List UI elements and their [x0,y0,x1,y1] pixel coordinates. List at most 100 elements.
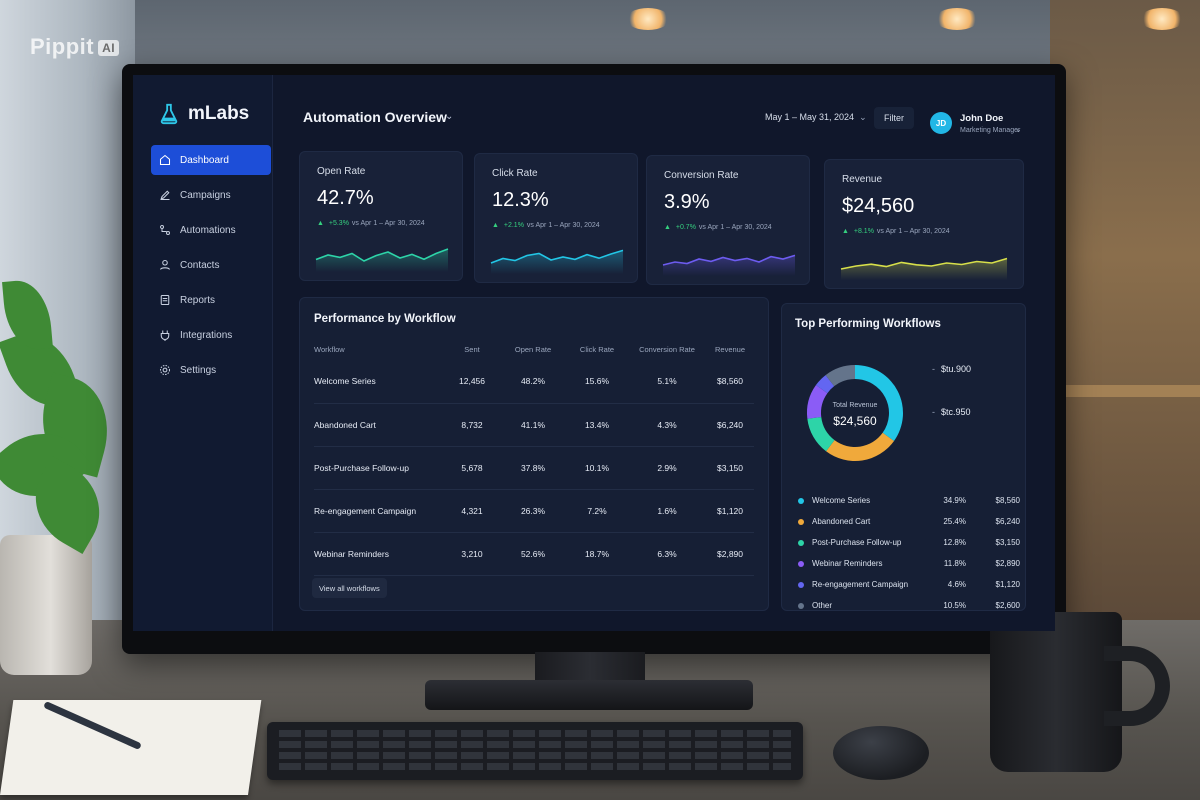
legend-amount: $2,600 [995,601,1020,610]
legend-amount: $2,890 [995,559,1020,568]
view-all-workflows-button[interactable]: View all workflows [312,578,387,598]
legend-item[interactable]: Abandoned Cart 25.4% $6,240 [798,511,1020,532]
legend-item[interactable]: Webinar Reminders 11.8% $2,890 [798,553,1020,574]
table-cell: Post-Purchase Follow-up [314,446,444,490]
sidebar-item-dashboard[interactable]: Dashboard [151,145,271,175]
plug-icon [160,330,170,341]
legend-label: Welcome Series [812,496,871,505]
table-cell: $2,890 [706,532,754,576]
kpi-card-conversion-rate[interactable]: Conversion Rate 3.9% ▲ +0.7% vs Apr 1 – Apr… [646,155,810,285]
ceiling-lamp [1140,8,1184,30]
donut-slice[interactable] [815,375,835,394]
kpi-delta: ▲ +0.7% vs Apr 1 – Apr 30, 2024 [664,224,772,231]
column-header[interactable]: Sent [464,344,480,354]
chevron-down-icon[interactable]: ⌄ [1015,125,1022,134]
chevron-down-icon[interactable]: ⌄ [445,111,454,122]
top-workflows-panel: Top Performing Workflows Total Revenue $… [781,303,1026,611]
trend-up-icon: ▲ [317,220,326,227]
legend-percent: 25.4% [943,517,966,526]
ceiling-lamp [935,8,979,30]
table-cell: 8,732 [444,403,500,447]
sidebar-item-integrations[interactable]: Integrations [151,320,271,350]
kpi-card-revenue[interactable]: Revenue $24,560 ▲ +8.1% vs Apr 1 – Apr 30, … [824,159,1024,289]
table-cell: $3,150 [706,446,754,490]
sparkline-chart [662,254,796,276]
kpi-compare-period: vs Apr 1 – Apr 30, 2024 [876,228,950,235]
table-row[interactable]: Webinar Reminders 3,210 52.6% 18.7% 6.3% $2,8… [314,532,754,576]
table-row[interactable]: Welcome Series 12,456 48.2% 15.6% 5.1% $8,560 [314,360,754,404]
legend-item[interactable]: Other 10.5% $2,600 [798,595,1020,616]
kpi-card-click-rate[interactable]: Click Rate 12.3% ▲ +2.1% vs Apr 1 – Apr 30,… [474,153,638,283]
table-row[interactable]: Post-Purchase Follow-up 5,678 37.8% 10.1% 2.… [314,446,754,490]
sidebar-item-contacts[interactable]: Contacts [151,250,271,280]
sparkline-chart [315,248,449,272]
reports-icon [160,294,170,306]
mouse [833,726,929,780]
edit-icon [160,190,170,201]
sparkline-line [662,254,796,266]
legend-percent: 11.8% [943,559,966,568]
table-cell: 48.2% [500,360,566,404]
app-logo[interactable]: mLabs [158,103,249,125]
table-cell: 2.9% [628,446,706,490]
legend-swatch [798,602,804,609]
sparkline-line [490,249,624,264]
sidebar: mLabs Dashboard Campaigns Automations Conta… [133,75,273,631]
column-header[interactable]: Click Rate [579,344,615,354]
date-range-picker[interactable]: May 1 – May 31, 2024 ⌄ [765,112,867,122]
table-cell: 7.2% [566,489,628,533]
legend-item[interactable]: Welcome Series 34.9% $8,560 [798,490,1020,511]
legend-item[interactable]: Re-engagement Campaign 4.6% $1,120 [798,574,1020,595]
trend-up-icon: ▲ [664,224,673,231]
table-cell: 15.6% [566,360,628,404]
donut-slice[interactable] [855,365,904,441]
sidebar-item-label: Reports [180,294,216,306]
kpi-label: Conversion Rate [664,170,739,181]
panel-title: Top Performing Workflows [795,318,941,330]
filter-button[interactable]: Filter [874,107,914,129]
sidebar-item-campaigns[interactable]: Campaigns [151,180,271,210]
legend-percent: 4.6% [947,580,966,589]
workflow-table: Workflow Sent Open Rate Click Rate Conversio… [314,338,754,576]
donut-slice[interactable] [825,365,855,387]
donut-callout: - $tu.900 [932,364,972,374]
monitor-stand-base [425,680,753,710]
column-header[interactable]: Conversion Rate [639,344,695,354]
sidebar-item-automations[interactable]: Automations [151,215,271,245]
kpi-delta: ▲ +2.1% vs Apr 1 – Apr 30, 2024 [492,222,600,229]
table-row[interactable]: Re-engagement Campaign 4,321 26.3% 7.2% 1.6%… [314,489,754,533]
table-row[interactable]: Abandoned Cart 8,732 41.1% 13.4% 4.3% $6,240 [314,403,754,447]
kpi-compare-period: vs Apr 1 – Apr 30, 2024 [351,220,425,227]
sidebar-item-reports[interactable]: Reports [151,285,271,315]
donut-callout: - $tc.950 [932,407,971,417]
sidebar-item-settings[interactable]: Settings [151,355,271,385]
avatar[interactable]: JD [930,112,952,134]
donut-slice[interactable] [826,432,895,461]
column-header[interactable]: Revenue [714,344,746,354]
page-title[interactable]: Automation Overview [303,109,447,125]
performance-panel: Performance by Workflow Workflow Sent Open… [299,297,769,611]
column-header[interactable]: Open Rate [514,344,552,354]
table-header: Workflow Sent Open Rate Click Rate Conversio… [314,338,754,360]
kpi-label: Revenue [842,174,883,185]
column-header[interactable]: Workflow [314,344,345,354]
table-cell: 1.6% [628,489,706,533]
kpi-label: Open Rate [317,166,366,177]
donut-slice[interactable] [807,417,835,452]
legend-swatch [798,497,804,504]
donut-slice[interactable] [806,385,828,419]
legend-item[interactable]: Post-Purchase Follow-up 12.8% $3,150 [798,532,1020,553]
table-cell: 4.3% [628,403,706,447]
legend-label: Webinar Reminders [812,559,883,568]
table-cell: Abandoned Cart [314,403,444,447]
table-cell: Webinar Reminders [314,532,444,576]
table-cell: 5.1% [628,360,706,404]
user-name[interactable]: John Doe [960,113,1004,124]
user-role: Marketing Manager [960,127,1021,134]
sidebar-item-label: Contacts [180,259,220,271]
kpi-card-open-rate[interactable]: Open Rate 42.7% ▲ +5.3% vs Apr 1 – Apr 30, … [299,151,463,281]
home-icon [159,154,171,166]
kpi-value: 3.9% [664,191,710,213]
donut-legend: Welcome Series 34.9% $8,560 Abandoned Cart 2… [798,490,1020,616]
contacts-icon [160,259,170,270]
